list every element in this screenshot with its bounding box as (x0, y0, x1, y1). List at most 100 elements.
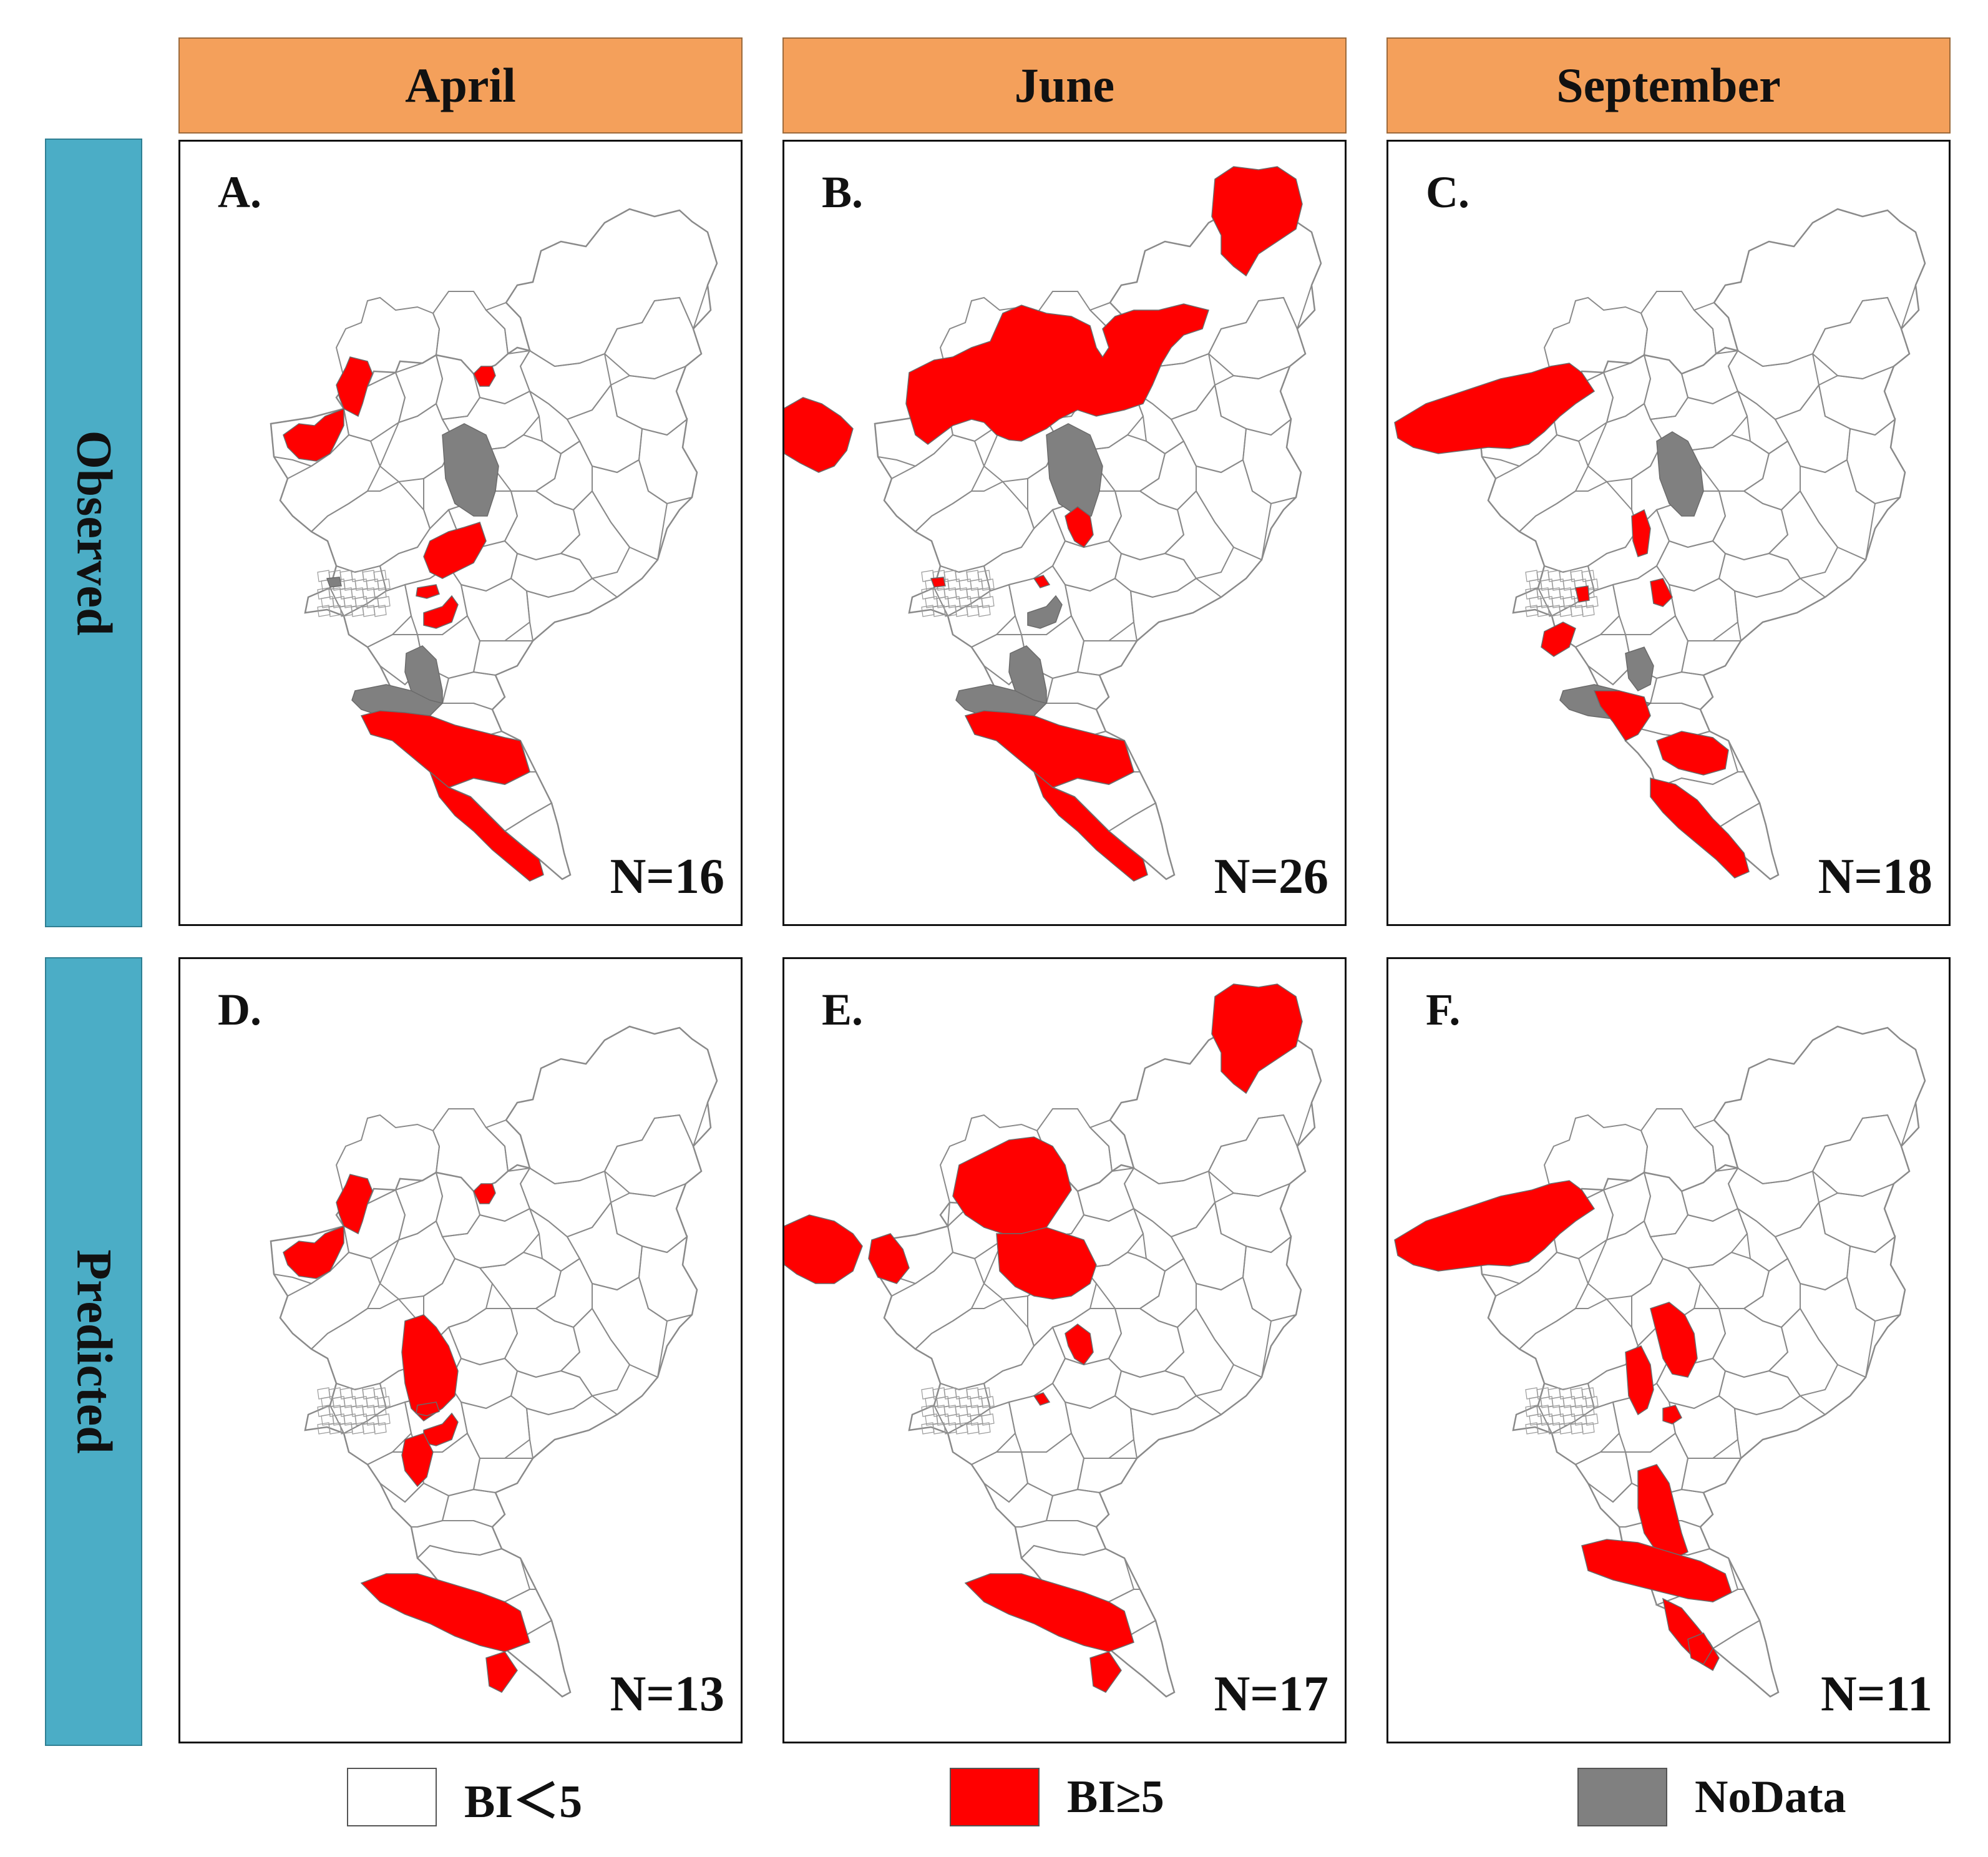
map-panel-a: A. N=16 (178, 140, 743, 926)
urban-cell (981, 1413, 995, 1426)
district-boundary (504, 1619, 572, 1698)
district-boundary (560, 1307, 631, 1397)
urban-cell (981, 578, 995, 591)
legend-item-low: BI＜5 (347, 1766, 582, 1828)
district-boundary (1712, 1619, 1780, 1698)
region-high (360, 1573, 530, 1652)
legend-item-nodata: NoData (1577, 1766, 1846, 1828)
district-boundary (525, 1395, 618, 1460)
map-svg (1394, 208, 1926, 880)
region-high (1656, 731, 1729, 776)
region-high (784, 1214, 863, 1284)
map-panel-f: F. N=11 (1386, 957, 1951, 1743)
district-boundary (1164, 1307, 1235, 1397)
map-svg (270, 208, 718, 882)
region-nodata (1656, 431, 1704, 517)
row-header-label: Predicted (66, 1249, 122, 1454)
region-high (473, 366, 496, 387)
region-high (1033, 770, 1148, 882)
urban-cell (373, 1422, 387, 1435)
region-high (429, 770, 544, 882)
legend-swatch-nodata (1577, 1768, 1667, 1826)
map-svg (784, 983, 1322, 1698)
region-high (1394, 363, 1596, 454)
region-high (1541, 621, 1576, 657)
column-header-april: April (178, 37, 743, 134)
legend-label: NoData (1695, 1771, 1846, 1823)
map-svg (784, 166, 1322, 882)
region-high (423, 522, 487, 579)
region-high (905, 303, 1209, 445)
urban-cell (1581, 1422, 1595, 1435)
panel-label: C. (1426, 167, 1469, 217)
urban-cell (981, 596, 995, 608)
urban-cell (373, 605, 387, 617)
region-nodata (326, 577, 342, 588)
region-high (401, 1314, 459, 1421)
map-svg (1394, 1025, 1926, 1698)
region-high (1575, 585, 1590, 603)
urban-cell (977, 605, 991, 617)
map-panel-b: B. N=26 (782, 140, 1347, 926)
region-high (1650, 578, 1673, 607)
region-high (360, 710, 530, 788)
district-boundary (1108, 1619, 1176, 1698)
region-high (1033, 1392, 1051, 1406)
panel-count: N=13 (610, 1667, 724, 1722)
region-high (996, 1227, 1097, 1300)
region-high (1065, 506, 1094, 548)
region-high (1581, 1539, 1732, 1602)
map-layer (1394, 1025, 1926, 1698)
region-nodata (442, 423, 499, 517)
district-boundary (1733, 577, 1826, 642)
urban-cell (977, 1422, 991, 1435)
urban-cell (377, 578, 391, 591)
region-high (1033, 575, 1051, 588)
region-high (401, 1433, 434, 1488)
region-high (1089, 1651, 1122, 1693)
panel-label: A. (218, 167, 261, 217)
urban-cell (377, 1413, 391, 1426)
legend-swatch-low (347, 1768, 437, 1826)
district-boundary (335, 1114, 441, 1228)
map-layer (784, 166, 1322, 882)
region-nodata (1046, 423, 1103, 517)
region-high (964, 710, 1134, 788)
district-boundary (560, 490, 631, 580)
region-high (485, 1651, 518, 1693)
region-high (283, 1225, 344, 1279)
region-high (1637, 1464, 1688, 1559)
region-high (1650, 777, 1750, 879)
panel-label: E. (822, 985, 864, 1035)
column-header-label: June (1014, 58, 1115, 112)
district-boundary (525, 577, 618, 642)
map-layer (270, 208, 718, 882)
panel-count: N=11 (1821, 1667, 1932, 1722)
legend-item-high: BI≥5 (950, 1766, 1164, 1828)
panel-label: D. (218, 985, 261, 1035)
region-high (473, 1183, 496, 1204)
urban-cell (377, 1396, 391, 1408)
column-header-september: September (1386, 37, 1951, 134)
region-high (416, 1401, 440, 1416)
district-boundary (1733, 1395, 1826, 1460)
region-high (283, 407, 344, 462)
map-layer (270, 1025, 718, 1698)
urban-cell (1585, 1413, 1599, 1426)
region-high (952, 1136, 1072, 1234)
district-boundary (1768, 1307, 1839, 1397)
map-svg (270, 1025, 718, 1698)
column-header-label: September (1556, 58, 1781, 112)
urban-cell (1585, 596, 1599, 608)
region-high (1650, 1302, 1698, 1378)
district-boundary (1129, 1395, 1222, 1460)
panel-count: N=17 (1214, 1667, 1328, 1722)
legend-label: BI≥5 (1067, 1771, 1164, 1823)
district-boundary (335, 296, 441, 411)
map-panel-c: C. N=18 (1386, 140, 1951, 926)
region-high (336, 356, 373, 417)
region-high (930, 577, 946, 588)
region-high (868, 1233, 910, 1284)
map-layer (1394, 208, 1926, 880)
region-high (1065, 1323, 1094, 1366)
